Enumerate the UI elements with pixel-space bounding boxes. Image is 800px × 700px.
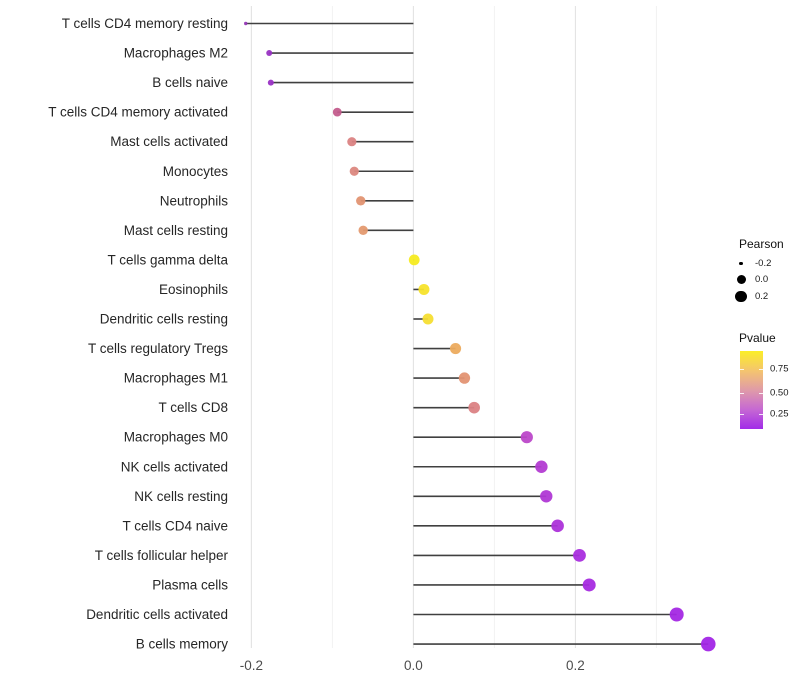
pearson-size-dot-cell <box>733 290 749 302</box>
category-label: T cells gamma delta <box>107 252 228 267</box>
lollipop-dot <box>582 578 596 592</box>
category-label: Eosinophils <box>159 282 228 297</box>
lollipop-dot <box>573 549 586 562</box>
x-tick-label: -0.2 <box>240 658 263 673</box>
pearson-size-dot-icon <box>735 290 747 302</box>
pearson-size-item: 0.2 <box>733 288 800 305</box>
category-label: Macrophages M1 <box>124 371 228 386</box>
lollipop-dot <box>551 519 564 533</box>
lollipop-dot <box>332 107 342 117</box>
pearson-size-items: -0.2 0.0 0.2 <box>733 255 800 305</box>
pearson-size-item: 0.0 <box>733 272 800 289</box>
pvalue-colorbar <box>740 350 763 429</box>
lollipop-dot <box>349 166 359 176</box>
category-label: T cells CD4 naive <box>122 518 228 533</box>
category-label: B cells naive <box>152 75 228 90</box>
pearson-size-dot-icon <box>739 261 743 265</box>
pearson-size-dot-cell <box>733 261 749 265</box>
lollipop-dot <box>408 254 420 266</box>
category-label: Dendritic cells resting <box>100 312 228 327</box>
lollipop-dot <box>347 137 357 147</box>
pvalue-tick-mark <box>740 392 744 394</box>
category-label: NK cells resting <box>134 489 228 504</box>
pearson-size-label: 0.2 <box>755 290 769 302</box>
category-label: Neutrophils <box>160 193 229 208</box>
category-label: Macrophages M0 <box>124 430 228 445</box>
pvalue-colorbar-wrap: 0.75 0.50 0.25 <box>740 350 800 429</box>
pvalue-legend-title: Pvalue <box>739 330 776 345</box>
lollipop-dot <box>267 79 274 86</box>
lollipop-dot <box>669 607 684 622</box>
category-label: B cells memory <box>136 637 229 652</box>
pearson-size-label: 0.0 <box>755 274 769 286</box>
pearson-size-label: -0.2 <box>755 257 772 269</box>
lollipop-dot <box>449 342 462 355</box>
pvalue-tick-label: 0.75 <box>770 363 789 375</box>
pearson-size-item: -0.2 <box>733 255 800 272</box>
category-label: T cells regulatory Tregs <box>88 341 228 356</box>
pvalue-tick-label: 0.25 <box>770 408 789 420</box>
pvalue-tick-mark <box>740 369 744 371</box>
lollipop-dot <box>458 372 471 384</box>
category-label: Monocytes <box>163 164 229 179</box>
category-label: T cells follicular helper <box>95 548 229 563</box>
pvalue-tick-mark <box>759 392 763 394</box>
lollipop-dot <box>535 460 548 473</box>
lollipop-dot <box>468 401 480 414</box>
category-label: NK cells activated <box>121 459 228 474</box>
pvalue-tick-mark <box>759 413 763 415</box>
pvalue-tick-label: 0.50 <box>770 387 789 399</box>
category-label: T cells CD4 memory activated <box>48 105 228 120</box>
pearson-size-legend: Pearson -0.2 0.0 0.2 <box>733 237 800 305</box>
x-tick-label: 0.0 <box>404 658 423 673</box>
lollipop-dot <box>418 283 430 295</box>
lollipop-dot <box>422 313 434 325</box>
lollipop-dot <box>358 225 368 236</box>
category-label: Plasma cells <box>152 577 228 592</box>
category-label: Mast cells activated <box>110 134 228 149</box>
pearson-legend-title: Pearson <box>739 237 784 251</box>
category-label: Mast cells resting <box>124 223 228 238</box>
category-label: T cells CD4 memory resting <box>62 16 228 31</box>
category-label: Dendritic cells activated <box>86 607 228 622</box>
lollipop-dot <box>700 636 716 652</box>
pvalue-tick-mark <box>740 413 744 415</box>
lollipop-dot <box>266 50 273 57</box>
category-label: T cells CD8 <box>158 400 228 415</box>
x-tick-label: 0.2 <box>566 658 585 673</box>
lollipop-dot <box>520 431 533 444</box>
pvalue-tick-mark <box>759 369 763 371</box>
pearson-size-dot-cell <box>733 275 749 285</box>
lollipop-dot <box>244 21 248 26</box>
pearson-size-dot-icon <box>736 275 746 285</box>
category-label: Macrophages M2 <box>124 46 228 61</box>
lollipop-dot <box>356 196 366 206</box>
pvalue-color-legend: Pvalue 0.75 0.50 0.25 <box>733 331 800 429</box>
legend-panel: Pearson -0.2 0.0 0.2 Pvalue 0.75 0.50 0.25 <box>733 237 800 429</box>
lollipop-dot <box>540 490 553 503</box>
